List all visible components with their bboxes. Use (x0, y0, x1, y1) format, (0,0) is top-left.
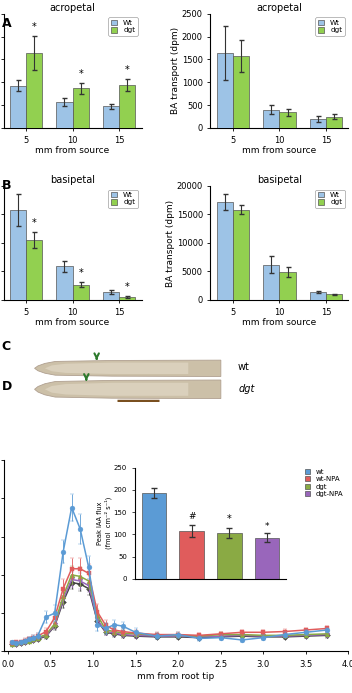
Bar (279, 112, 296, 128)
X-axis label: mm from source: mm from source (36, 318, 109, 327)
Bar (119, 297, 135, 300)
Bar (73, 88, 89, 128)
Y-axis label: BA transport (dpm): BA transport (dpm) (171, 27, 181, 114)
Title: acropetal: acropetal (257, 3, 302, 13)
Title: acropetal: acropetal (50, 3, 95, 13)
Text: dgt: dgt (238, 384, 254, 394)
Text: B: B (2, 179, 11, 192)
Legend: Wt, dgt: Wt, dgt (315, 17, 345, 36)
Legend: wt, wt-NPA, dgt, dgt-NPA: wt, wt-NPA, dgt, dgt-NPA (303, 467, 345, 498)
Bar (326, 116, 342, 128)
Bar (233, 56, 249, 128)
Bar (103, 107, 119, 128)
Legend: Wt, dgt: Wt, dgt (108, 189, 138, 208)
Legend: Wt, dgt: Wt, dgt (315, 189, 345, 208)
Bar (263, 109, 279, 128)
Text: A: A (2, 17, 11, 30)
Bar (119, 85, 135, 128)
Polygon shape (34, 360, 221, 376)
Text: *: * (78, 69, 83, 79)
Bar (233, 210, 249, 300)
Bar (26, 240, 42, 300)
Y-axis label: BA transport (dpm): BA transport (dpm) (166, 200, 175, 286)
Bar (217, 202, 233, 300)
Bar (263, 265, 279, 300)
X-axis label: mm from source: mm from source (36, 146, 109, 155)
Legend: Wt, dgt: Wt, dgt (108, 17, 138, 36)
Bar (10, 210, 26, 300)
Text: *: * (125, 65, 130, 75)
X-axis label: mm from source: mm from source (243, 318, 316, 327)
Bar (279, 272, 296, 300)
Bar (326, 295, 342, 300)
Polygon shape (45, 362, 188, 374)
Bar (73, 285, 89, 300)
Title: basipetal: basipetal (257, 175, 302, 185)
Bar (56, 266, 73, 300)
Text: wt: wt (238, 362, 250, 371)
Bar (26, 53, 42, 128)
Text: *: * (78, 268, 83, 279)
X-axis label: mm from root tip: mm from root tip (137, 672, 215, 681)
Bar (310, 119, 326, 128)
Bar (56, 102, 73, 128)
Text: *: * (125, 282, 130, 292)
Polygon shape (34, 380, 221, 398)
Polygon shape (45, 383, 188, 396)
Bar (103, 292, 119, 300)
Bar (310, 292, 326, 300)
Title: basipetal: basipetal (50, 175, 95, 185)
Text: D: D (2, 380, 12, 393)
Text: *: * (32, 218, 37, 227)
Text: C: C (2, 340, 11, 353)
Text: *: * (32, 21, 37, 32)
X-axis label: mm from source: mm from source (243, 146, 316, 155)
Bar (10, 85, 26, 128)
Bar (217, 53, 233, 128)
